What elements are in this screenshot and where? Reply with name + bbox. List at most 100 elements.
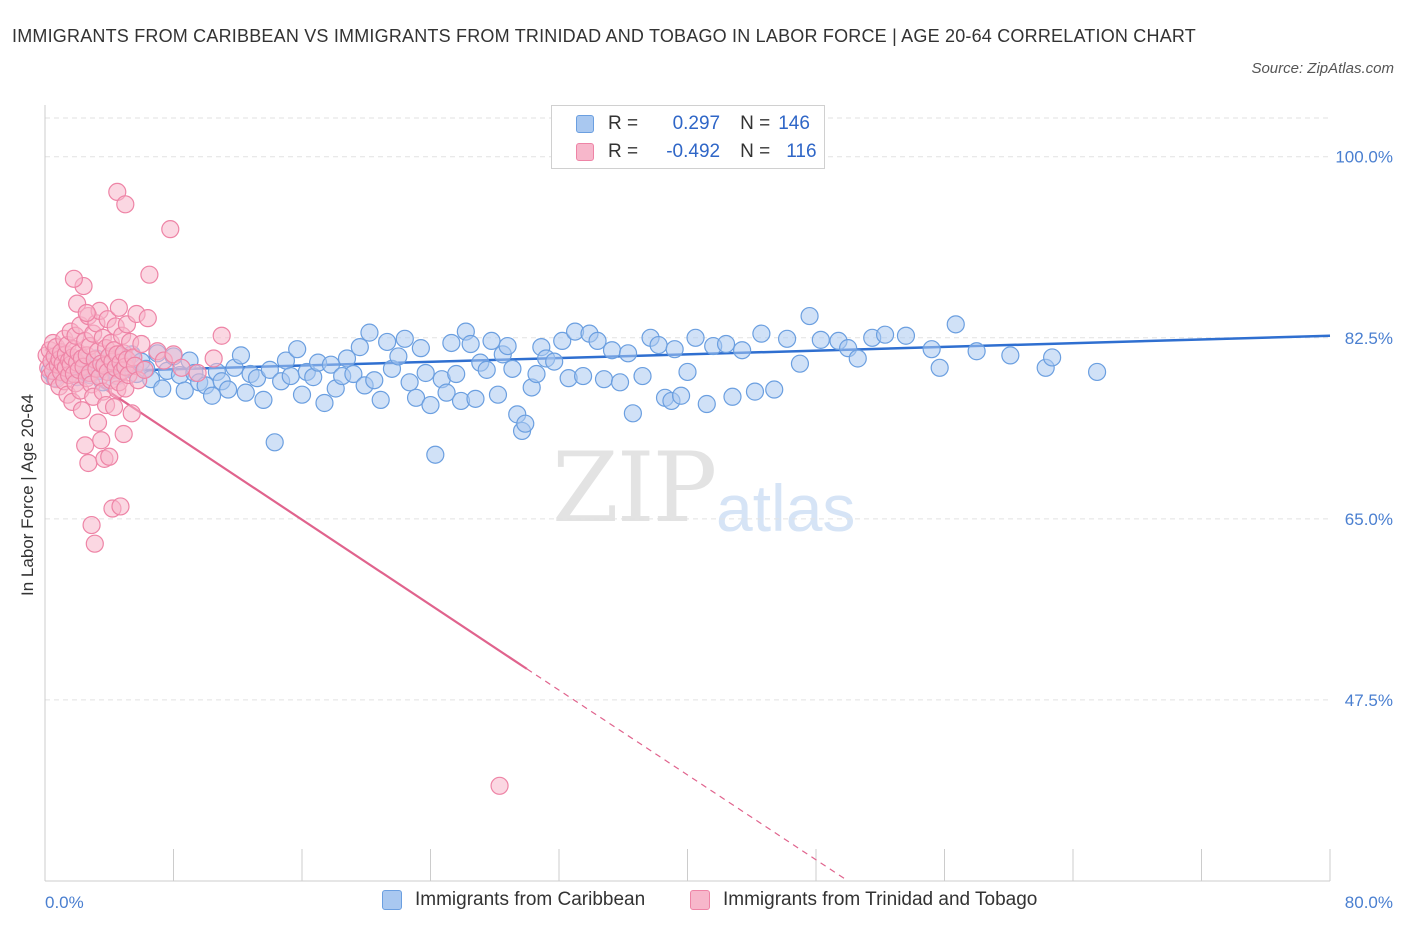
point-caribbean xyxy=(488,385,508,404)
point-caribbean xyxy=(1001,346,1020,365)
point-caribbean xyxy=(461,334,480,354)
point-caribbean xyxy=(360,323,379,342)
point-caribbean xyxy=(236,383,255,402)
stats-row-caribbean: R = 0.297 N = 146 xyxy=(576,112,810,136)
n-value: 116 xyxy=(786,141,817,162)
r-value: 0.297 xyxy=(672,113,721,134)
chart-title: IMMIGRANTS FROM CARIBBEAN VS IMMIGRANTS … xyxy=(12,26,1196,46)
point-caribbean xyxy=(411,339,430,358)
y-tick-label: 82.5% xyxy=(1345,329,1393,348)
point-trinidad xyxy=(138,309,157,328)
point-caribbean xyxy=(602,341,622,360)
point-caribbean xyxy=(678,362,697,382)
legend-item-caribbean: Immigrants from Caribbean xyxy=(382,889,645,911)
point-caribbean xyxy=(437,383,456,402)
point-caribbean xyxy=(922,340,941,359)
axes xyxy=(44,105,1331,882)
n-label: N = xyxy=(740,141,771,162)
point-caribbean xyxy=(247,369,267,388)
point-caribbean xyxy=(503,359,522,378)
series-legend: Immigrants from Caribbean Immigrants fro… xyxy=(0,889,1406,915)
point-trinidad xyxy=(64,269,84,288)
point-trinidad xyxy=(161,220,180,239)
point-caribbean xyxy=(395,329,414,348)
point-trinidad xyxy=(116,195,135,214)
point-caribbean xyxy=(288,340,307,359)
point-trinidad xyxy=(135,360,154,379)
point-caribbean xyxy=(315,393,334,413)
stats-row-trinidad: R = -0.492 N = 116 xyxy=(576,140,817,164)
point-caribbean xyxy=(946,315,965,334)
y-tick-label: 65.0% xyxy=(1345,510,1393,529)
point-caribbean xyxy=(671,386,691,405)
trend-line-trinidad-extension xyxy=(526,668,849,882)
point-caribbean xyxy=(254,390,273,409)
trend-line-caribbean xyxy=(44,334,1331,375)
point-caribbean xyxy=(175,381,194,400)
legend-swatch-pink xyxy=(690,890,710,910)
point-caribbean xyxy=(665,340,684,359)
point-caribbean xyxy=(482,331,501,351)
point-trinidad xyxy=(132,334,151,354)
point-trinidad xyxy=(72,401,92,420)
point-caribbean xyxy=(350,338,369,357)
point-trinidad xyxy=(82,515,101,535)
watermark-zip: ZIP xyxy=(552,432,717,544)
point-trinidad xyxy=(88,413,108,432)
point-caribbean xyxy=(848,349,867,368)
point-caribbean xyxy=(389,347,408,366)
point-caribbean xyxy=(723,387,742,406)
y-tick-label: 100.0% xyxy=(1335,148,1393,167)
point-caribbean xyxy=(649,335,668,355)
trend-line-trinidad xyxy=(44,348,528,670)
point-caribbean xyxy=(686,328,705,347)
legend-swatch-blue xyxy=(382,890,402,910)
trend-lines xyxy=(44,334,1331,882)
source-label: Source: ZipAtlas.com xyxy=(1251,60,1394,77)
point-caribbean xyxy=(930,358,949,377)
point-caribbean xyxy=(896,326,916,345)
point-trinidad xyxy=(212,326,231,345)
point-caribbean xyxy=(553,331,572,351)
point-caribbean xyxy=(733,341,752,360)
r-label: R = xyxy=(608,113,639,134)
point-trinidad xyxy=(109,298,128,317)
point-trinidad xyxy=(172,358,191,377)
point-trinidad xyxy=(76,436,95,455)
point-caribbean xyxy=(790,354,810,373)
point-caribbean xyxy=(967,342,986,361)
point-caribbean xyxy=(1043,348,1062,367)
point-trinidad xyxy=(77,303,96,323)
point-caribbean xyxy=(406,388,426,407)
legend-label-caribbean: Immigrants from Caribbean xyxy=(415,889,646,910)
point-caribbean xyxy=(633,366,652,386)
y-axis-label: In Labor Force | Age 20-64 xyxy=(18,394,37,596)
stats-legend: R = 0.297 N = 146 R = -0.492 N = 116 xyxy=(551,105,825,169)
point-caribbean xyxy=(265,433,284,452)
point-trinidad xyxy=(104,398,124,417)
point-caribbean xyxy=(527,364,546,384)
point-trinidad xyxy=(122,404,141,423)
point-caribbean xyxy=(153,379,172,398)
point-caribbean xyxy=(811,330,830,349)
point-caribbean xyxy=(219,380,238,399)
point-trinidad xyxy=(92,431,111,450)
point-caribbean xyxy=(800,306,819,326)
point-caribbean xyxy=(752,324,771,343)
point-trinidad xyxy=(140,265,159,284)
point-trinidad xyxy=(79,453,98,473)
legend-label-trinidad: Immigrants from Trinidad and Tobago xyxy=(723,889,1038,910)
point-caribbean xyxy=(416,363,435,383)
point-caribbean xyxy=(573,366,593,386)
point-caribbean xyxy=(716,334,736,354)
r-value: -0.492 xyxy=(666,141,721,162)
point-caribbean xyxy=(202,386,222,405)
point-caribbean xyxy=(545,352,564,371)
data-points xyxy=(37,182,1107,795)
point-caribbean xyxy=(618,344,638,363)
point-caribbean xyxy=(623,404,642,423)
point-trinidad xyxy=(204,349,223,368)
point-caribbean xyxy=(337,349,357,368)
point-caribbean xyxy=(498,336,517,356)
